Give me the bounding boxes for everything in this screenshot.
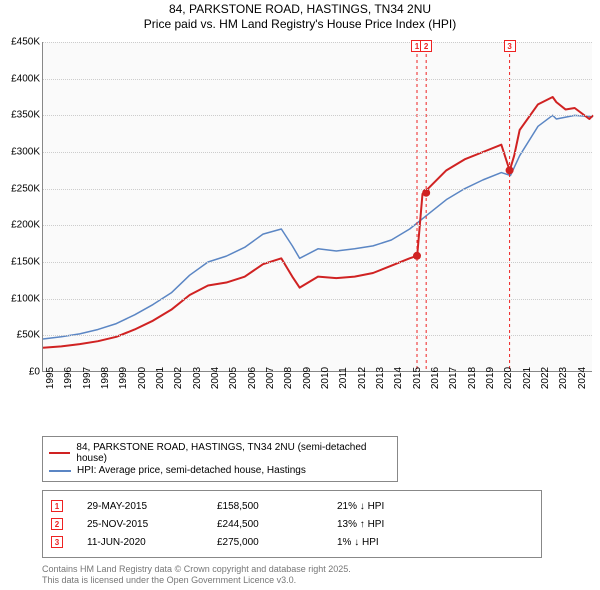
gridline-h (43, 152, 592, 153)
transactions-table: 1 29-MAY-2015 £158,500 21% ↓ HPI 2 25-NOV-201… (42, 490, 542, 558)
transaction-price: £244,500 (217, 519, 327, 530)
title-address: 84, PARKSTONE ROAD, HASTINGS, TN34 2NU (0, 2, 600, 17)
transaction-date: 25-NOV-2015 (87, 519, 207, 530)
marker-badge: 3 (504, 40, 516, 52)
x-tick-label: 2019 (485, 367, 496, 389)
x-tick-label: 2012 (357, 367, 368, 389)
x-tick-label: 2009 (302, 367, 313, 389)
legend-label: HPI: Average price, semi-detached house,… (77, 465, 306, 476)
transaction-row: 2 25-NOV-2015 £244,500 13% ↑ HPI (51, 515, 533, 533)
y-tick-label: £200K (0, 220, 40, 231)
x-tick-label: 1999 (118, 367, 129, 389)
legend: 84, PARKSTONE ROAD, HASTINGS, TN34 2NU (… (42, 436, 398, 482)
title-subtitle: Price paid vs. HM Land Registry's House … (0, 17, 600, 32)
x-tick-label: 2014 (393, 367, 404, 389)
x-tick-label: 2013 (375, 367, 386, 389)
plot-region: 123 (42, 42, 592, 372)
x-tick-label: 2007 (265, 367, 276, 389)
x-tick-label: 2021 (522, 367, 533, 389)
transaction-row: 3 11-JUN-2020 £275,000 1% ↓ HPI (51, 533, 533, 551)
transaction-row: 1 29-MAY-2015 £158,500 21% ↓ HPI (51, 497, 533, 515)
x-tick-label: 1996 (63, 367, 74, 389)
y-tick-label: £450K (0, 37, 40, 48)
marker-badge: 2 (420, 40, 432, 52)
transaction-badge: 3 (51, 536, 63, 548)
marker-point (506, 166, 514, 174)
legend-item: 84, PARKSTONE ROAD, HASTINGS, TN34 2NU (… (49, 442, 391, 464)
y-tick-label: £50K (0, 330, 40, 341)
x-tick-label: 2011 (338, 367, 349, 389)
legend-item: HPI: Average price, semi-detached house,… (49, 465, 391, 476)
y-tick-label: £350K (0, 110, 40, 121)
y-tick-label: £150K (0, 257, 40, 268)
transaction-badge: 2 (51, 518, 63, 530)
gridline-h (43, 225, 592, 226)
attribution-line2: This data is licensed under the Open Gov… (42, 575, 600, 586)
gridline-h (43, 299, 592, 300)
gridline-h (43, 115, 592, 116)
x-tick-label: 2016 (430, 367, 441, 389)
y-tick-label: £100K (0, 293, 40, 304)
x-tick-label: 2023 (558, 367, 569, 389)
gridline-h (43, 189, 592, 190)
legend-label: 84, PARKSTONE ROAD, HASTINGS, TN34 2NU (… (76, 442, 391, 464)
y-tick-label: £250K (0, 183, 40, 194)
legend-swatch (49, 470, 71, 472)
x-tick-label: 2003 (192, 367, 203, 389)
x-tick-label: 2015 (412, 367, 423, 389)
x-tick-label: 2006 (247, 367, 258, 389)
transaction-price: £275,000 (217, 537, 327, 548)
x-tick-label: 2020 (503, 367, 514, 389)
x-tick-label: 2008 (283, 367, 294, 389)
transaction-delta: 13% ↑ HPI (337, 519, 457, 530)
x-tick-label: 2024 (577, 367, 588, 389)
gridline-h (43, 262, 592, 263)
legend-swatch (49, 452, 70, 454)
gridline-h (43, 79, 592, 80)
x-tick-label: 2004 (210, 367, 221, 389)
gridline-h (43, 335, 592, 336)
marker-point (422, 189, 430, 197)
x-tick-label: 1998 (100, 367, 111, 389)
x-tick-label: 2018 (467, 367, 478, 389)
x-tick-label: 2010 (320, 367, 331, 389)
marker-point (413, 252, 421, 260)
x-tick-label: 1997 (82, 367, 93, 389)
x-tick-label: 2005 (228, 367, 239, 389)
transaction-delta: 1% ↓ HPI (337, 537, 457, 548)
x-tick-label: 2000 (137, 367, 148, 389)
x-tick-label: 2017 (448, 367, 459, 389)
y-tick-label: £0 (0, 367, 40, 378)
chart-title: 84, PARKSTONE ROAD, HASTINGS, TN34 2NU P… (0, 0, 600, 32)
y-tick-label: £300K (0, 147, 40, 158)
x-tick-label: 2001 (155, 367, 166, 389)
transaction-date: 29-MAY-2015 (87, 501, 207, 512)
y-tick-label: £400K (0, 73, 40, 84)
attribution-line1: Contains HM Land Registry data © Crown c… (42, 564, 600, 575)
x-tick-label: 1995 (45, 367, 56, 389)
transaction-badge: 1 (51, 500, 63, 512)
x-tick-label: 2002 (173, 367, 184, 389)
attribution: Contains HM Land Registry data © Crown c… (42, 564, 600, 587)
transaction-date: 11-JUN-2020 (87, 537, 207, 548)
transaction-delta: 21% ↓ HPI (337, 501, 457, 512)
series-line (43, 97, 593, 348)
series-line (43, 115, 593, 339)
chart-area: 123 £0£50K£100K£150K£200K£250K£300K£350K… (0, 32, 600, 432)
x-tick-label: 2022 (540, 367, 551, 389)
transaction-price: £158,500 (217, 501, 327, 512)
